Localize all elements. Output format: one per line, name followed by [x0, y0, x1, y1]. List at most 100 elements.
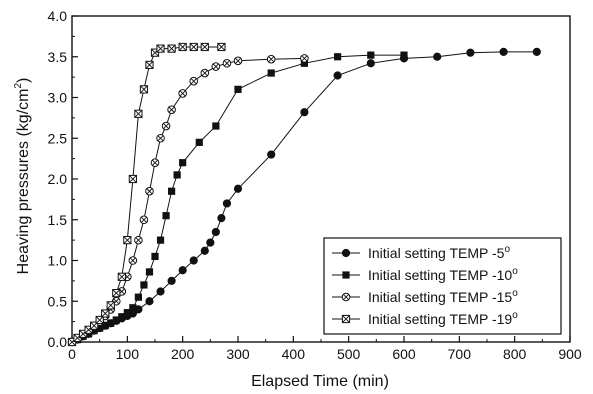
x-tick-label: 400 [282, 346, 306, 362]
data-point [400, 51, 408, 59]
data-point [333, 71, 342, 80]
y-tick-label: 1.0 [48, 253, 68, 269]
data-point [233, 184, 243, 193]
data-point [267, 150, 276, 159]
x-tick-label: 700 [448, 346, 472, 362]
data-point [96, 324, 104, 332]
x-tick-label: 200 [171, 346, 195, 362]
legend-label-text: Initial setting TEMP -10 [368, 267, 512, 283]
data-point [466, 48, 475, 57]
x-tick-label: 600 [392, 346, 416, 362]
data-point [139, 215, 149, 225]
data-point [134, 293, 142, 301]
data-point [189, 256, 198, 265]
y-axis-title-main: Heaving pressures (kg/cm [15, 89, 32, 275]
data-point [145, 60, 154, 69]
data-point [167, 276, 176, 285]
data-point [173, 171, 181, 179]
data-point [211, 62, 221, 71]
y-tick-label: 4.0 [48, 8, 68, 24]
series-3-line [71, 57, 305, 343]
data-point [139, 85, 149, 94]
data-point [168, 187, 176, 195]
data-point [212, 122, 220, 130]
data-point [367, 51, 375, 59]
y-tick-label: 3.5 [48, 49, 68, 65]
legend-label-text: Initial setting TEMP -19 [368, 311, 512, 327]
legend-label: Initial setting TEMP -15o [368, 288, 518, 305]
data-point [101, 322, 109, 330]
data-point [145, 297, 154, 306]
data-point [140, 281, 148, 289]
data-point [123, 236, 132, 245]
data-point [222, 58, 232, 68]
data-point [128, 174, 137, 184]
legend-degree: o [512, 310, 518, 321]
data-point [217, 214, 226, 223]
data-point [145, 268, 154, 276]
data-point [101, 309, 110, 318]
data-point [167, 105, 176, 115]
data-point [206, 238, 215, 247]
data-point [267, 69, 275, 77]
data-point [156, 287, 165, 296]
data-point [195, 138, 203, 146]
data-point [179, 159, 187, 167]
data-point [300, 54, 309, 63]
data-point [129, 304, 137, 312]
data-point [107, 319, 115, 327]
legend-box [323, 237, 562, 335]
data-point [178, 89, 187, 98]
legend-item: Initial setting TEMP -5o [332, 244, 510, 261]
data-point [128, 256, 138, 265]
x-tick-label: 500 [337, 346, 361, 362]
data-point [134, 235, 143, 245]
data-point [118, 313, 126, 321]
data-point [200, 42, 209, 52]
data-point [334, 53, 342, 61]
data-point [234, 85, 242, 93]
legend-label-text: Initial setting TEMP -15 [368, 289, 512, 305]
data-point [151, 252, 159, 261]
legend-marker [341, 292, 351, 302]
legend-item: Initial setting TEMP -10o [332, 266, 518, 283]
y-axis-title: Heaving pressures (kg/cm2) [13, 78, 32, 275]
data-point [112, 316, 120, 324]
legend-marker [341, 248, 351, 258]
data-point [300, 108, 309, 117]
legend-degree: o [512, 288, 518, 299]
data-point [189, 76, 199, 86]
legend-label: Initial setting TEMP -19o [368, 310, 518, 327]
data-point [433, 52, 442, 61]
x-axis-ticks: 0 100 200 300 400 500 600 700 800 900 [68, 336, 582, 362]
legend-degree: o [504, 244, 510, 255]
x-tick-label: 0 [68, 346, 76, 362]
data-point [178, 42, 187, 52]
y-axis-title-tail: ) [15, 78, 32, 83]
series-3 [67, 54, 309, 347]
data-point [211, 227, 220, 237]
x-tick-label: 100 [116, 346, 140, 362]
data-point [200, 246, 209, 255]
y-tick-label: 3.0 [48, 90, 68, 106]
data-point [156, 44, 165, 53]
y-tick-label: 2.0 [48, 171, 68, 187]
data-point [266, 54, 276, 64]
data-point [300, 59, 308, 67]
y-axis-title-sup: 2 [13, 83, 24, 89]
legend: Initial setting TEMP -5o Initial setting … [323, 237, 562, 335]
x-tick-label: 900 [558, 346, 582, 362]
data-point [366, 59, 375, 68]
x-tick-label: 300 [226, 346, 250, 362]
data-point [499, 47, 508, 56]
data-point [532, 47, 541, 56]
y-tick-label: 2.5 [48, 130, 68, 146]
data-point [112, 289, 121, 298]
series-4 [67, 42, 226, 347]
legend-item: Initial setting TEMP -19o [332, 310, 518, 327]
legend-marker [341, 314, 351, 324]
data-point [162, 212, 170, 220]
legend-label: Initial setting TEMP -10o [368, 266, 518, 283]
data-point [117, 272, 126, 281]
